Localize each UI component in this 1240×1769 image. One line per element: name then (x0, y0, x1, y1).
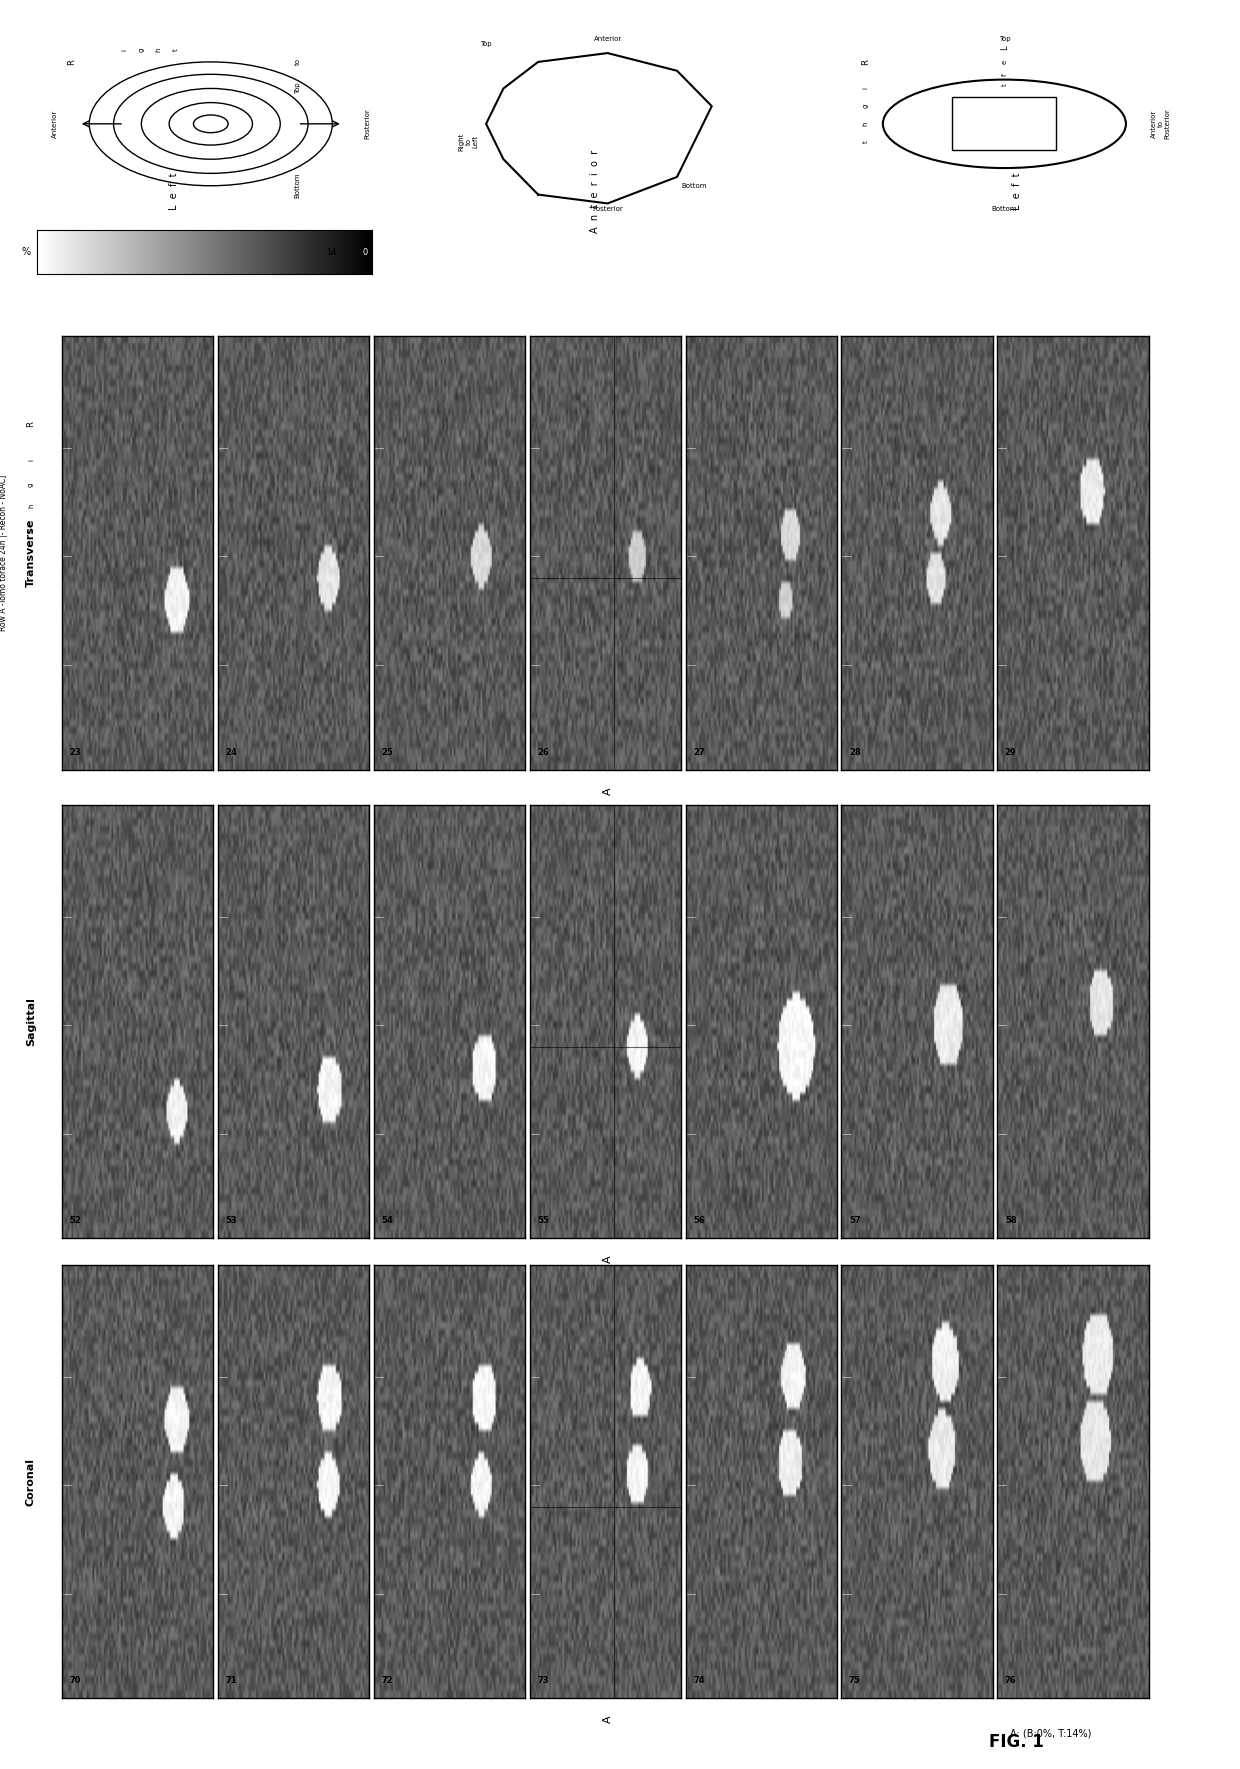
Text: 24: 24 (226, 748, 237, 757)
Text: h: h (29, 504, 33, 508)
Text: h: h (863, 122, 868, 126)
Text: 57: 57 (849, 1217, 861, 1226)
Text: t: t (29, 529, 33, 532)
Text: Anterior: Anterior (52, 110, 57, 138)
Text: i: i (29, 458, 33, 462)
Text: Anterior: Anterior (594, 35, 621, 42)
Text: g: g (29, 483, 33, 486)
Text: g: g (863, 104, 868, 108)
Text: Top: Top (480, 41, 492, 48)
Text: h: h (156, 48, 161, 51)
Text: Posterior: Posterior (593, 205, 622, 212)
Text: 54: 54 (382, 1217, 393, 1226)
Text: to: to (295, 58, 300, 65)
Text: 72: 72 (382, 1677, 393, 1686)
Text: g: g (139, 48, 144, 51)
Bar (952, 97, 1056, 150)
Text: 23: 23 (69, 748, 81, 757)
Text: i: i (122, 48, 126, 51)
Text: 0: 0 (362, 248, 368, 257)
Text: 73: 73 (537, 1677, 549, 1686)
Text: Bottom: Bottom (992, 205, 1017, 212)
Text: t: t (863, 140, 868, 143)
Text: 25: 25 (382, 748, 393, 757)
Text: Right
to
Left: Right to Left (459, 133, 479, 150)
Text: FIG. 1: FIG. 1 (990, 1734, 1044, 1751)
Text: A: A (603, 1256, 613, 1263)
Text: A: A (603, 1716, 613, 1723)
Text: 28: 28 (849, 748, 861, 757)
Text: L: L (999, 46, 1009, 50)
Text: t: t (174, 48, 179, 51)
Text: %: % (21, 248, 31, 257)
Text: L  e  f  t: L e f t (169, 172, 179, 211)
Text: Sagittal: Sagittal (26, 998, 36, 1045)
Text: f: f (1002, 73, 1007, 76)
Text: R: R (26, 421, 36, 428)
Text: 71: 71 (226, 1677, 237, 1686)
Text: A: A (603, 787, 613, 794)
Text: Row A -Tomo torace 24h |- Recon - NoAC]: Row A -Tomo torace 24h |- Recon - NoAC] (0, 474, 7, 632)
Text: 26: 26 (537, 748, 549, 757)
Text: L  e  f  t: L e f t (1012, 172, 1022, 211)
Text: A  n  t  e  r  i  o  r: A n t e r i o r (590, 150, 600, 232)
Text: 29: 29 (1004, 748, 1017, 757)
Text: 27: 27 (693, 748, 704, 757)
Text: t: t (1002, 83, 1007, 87)
Text: Bottom: Bottom (295, 173, 300, 198)
Text: Posterior: Posterior (365, 108, 370, 140)
Text: 52: 52 (69, 1217, 82, 1226)
Text: 53: 53 (226, 1217, 237, 1226)
Text: e: e (1002, 60, 1007, 64)
Text: Top: Top (295, 83, 300, 94)
Text: Transverse: Transverse (26, 518, 36, 587)
Text: Bottom: Bottom (682, 182, 707, 189)
Text: 76: 76 (1004, 1677, 1017, 1686)
Text: 14: 14 (326, 248, 337, 257)
Text: R: R (67, 58, 77, 65)
Text: R: R (861, 58, 870, 65)
Text: 56: 56 (693, 1217, 704, 1226)
Text: Anterior
to
Posterior: Anterior to Posterior (1151, 108, 1171, 140)
Text: A: (B:0%, T:14%): A: (B:0%, T:14%) (1009, 1728, 1091, 1739)
Text: Coronal: Coronal (26, 1458, 36, 1505)
Text: 70: 70 (69, 1677, 81, 1686)
Text: i: i (863, 87, 868, 90)
Text: 58: 58 (1004, 1217, 1017, 1226)
Text: 55: 55 (537, 1217, 549, 1226)
Text: 75: 75 (849, 1677, 861, 1686)
Text: 74: 74 (693, 1677, 704, 1686)
Text: Top: Top (998, 35, 1011, 42)
